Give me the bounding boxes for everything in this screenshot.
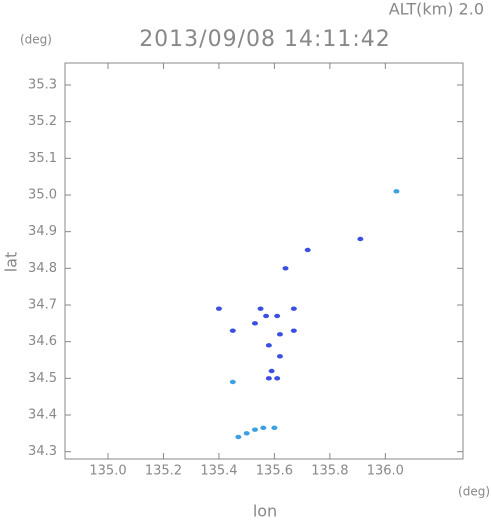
echo-point	[257, 306, 264, 311]
echo-point	[282, 266, 289, 271]
y-tick-label: 34.8	[28, 261, 57, 276]
echo-point	[393, 189, 400, 194]
echo-point	[243, 431, 250, 436]
echo-point	[229, 328, 236, 333]
echo-point	[260, 425, 267, 431]
y-tick-label: 34.6	[28, 334, 57, 349]
echo-point	[235, 434, 242, 440]
y-tick-label: 34.4	[28, 408, 57, 423]
x-tick-label: 135.0	[89, 464, 126, 479]
x-tick-label: 135.8	[311, 464, 348, 479]
echo-point	[276, 354, 283, 359]
echo-point	[357, 236, 364, 242]
chart-title: 2013/09/08 14:11:42	[139, 27, 391, 52]
echo-point	[268, 368, 275, 374]
echo-point	[271, 425, 278, 431]
altitude-label: ALT(km) 2.0	[389, 0, 484, 19]
echo-point	[274, 313, 281, 319]
echo-point	[265, 376, 272, 381]
y-tick-label: 34.9	[28, 224, 57, 239]
y-tick-label: 34.5	[28, 371, 57, 386]
echo-point	[263, 313, 270, 319]
x-tick-label: 135.2	[145, 464, 182, 479]
echo-point	[265, 343, 272, 348]
plot-frame	[64, 62, 464, 460]
echo-point	[290, 306, 297, 311]
x-tick-label: 135.6	[256, 464, 293, 479]
y-tick-label: 35.0	[28, 188, 57, 203]
echo-point	[251, 321, 258, 326]
y-tick-label: 35.3	[28, 78, 57, 93]
x-tick-label: 135.4	[200, 464, 237, 479]
echo-point	[274, 376, 281, 381]
y-axis-label: lat	[2, 252, 21, 273]
y-tick-label: 34.3	[28, 444, 57, 459]
x-axis-label: lon	[253, 502, 277, 521]
y-tick-label: 34.7	[28, 298, 57, 313]
x-unit: (deg)	[458, 485, 490, 499]
echo-point	[229, 379, 236, 385]
echo-point	[251, 427, 258, 432]
x-tick-label: 136.0	[367, 464, 404, 479]
y-unit: (deg)	[20, 33, 52, 47]
y-tick-label: 35.1	[28, 151, 57, 166]
echo-point	[290, 328, 297, 333]
echo-point	[304, 247, 311, 253]
echo-point	[276, 332, 283, 337]
y-tick-label: 35.2	[28, 114, 57, 129]
echo-point	[215, 306, 222, 311]
